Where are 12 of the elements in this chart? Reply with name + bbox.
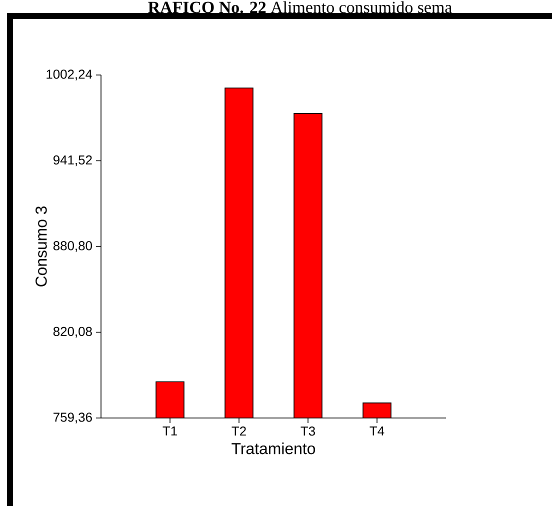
x-tick-label: T3 [300, 426, 316, 436]
x-axis-title: Tratamiento [232, 442, 316, 454]
chart-title: RAFICO No. 22 Alimento consumido sema [148, 1, 452, 14]
y-tick-label: 820,08 [53, 326, 92, 338]
x-tick-label: T4 [370, 426, 384, 436]
x-tick-label: T1 [162, 426, 177, 436]
y-tick-label: 1002,24 [46, 70, 92, 80]
x-tick-label: T2 [232, 426, 246, 436]
y-axis-title: Consumo 3 [36, 206, 47, 286]
y-tick-label: 941,52 [53, 155, 92, 166]
y-tick-label: 759,36 [54, 412, 92, 424]
y-tick-label: 880,80 [53, 241, 92, 252]
